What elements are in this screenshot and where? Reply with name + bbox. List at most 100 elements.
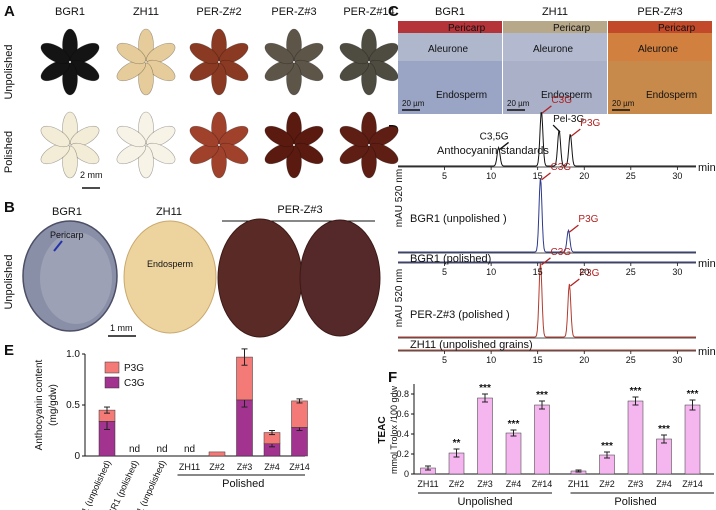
grain [116, 42, 146, 65]
tick-label: 25 [626, 267, 636, 277]
tick-label: 30 [672, 355, 682, 365]
aleurone-band [503, 33, 607, 61]
tick-label: 5 [442, 355, 447, 365]
section-inner [40, 232, 112, 324]
grain [294, 125, 324, 148]
f-significance: *** [687, 389, 699, 400]
e-ylabel: Anthocyanin content [34, 359, 45, 450]
f-category: Z#3 [628, 479, 644, 489]
f-group-label: Unpolished [457, 496, 512, 508]
e-category: ZH11 [179, 462, 200, 472]
e-category: Z#2 [209, 462, 225, 472]
layer-pericarp: Pericarp [658, 23, 696, 34]
grain [264, 142, 294, 165]
f-category: Z#3 [477, 479, 493, 489]
b-label: BGR1 [52, 206, 82, 218]
f-category: Z#14 [682, 479, 703, 489]
row-label-polished: Polished [3, 131, 15, 173]
c-label: ZH11 [542, 6, 568, 18]
tick-label: 30 [672, 267, 682, 277]
trace-label: ZH11 (unpolished grains) [410, 339, 533, 351]
scale-label: 2 mm [80, 170, 103, 180]
e-bar-C3G [236, 399, 253, 457]
tick-label: 15 [533, 355, 543, 365]
f-ytick-label: 0.8 [396, 389, 409, 399]
f-category: Z#2 [449, 479, 465, 489]
f-group-label: Polished [614, 496, 656, 508]
grain [189, 125, 219, 148]
f-significance: *** [630, 386, 642, 397]
peak-label: C3G [551, 95, 572, 106]
e-category: Z#3 [237, 462, 253, 472]
e-bar-P3G [208, 451, 226, 457]
f-category: Z#4 [506, 479, 522, 489]
rosette-unpolished [189, 28, 249, 96]
scale-label: 1 mm [110, 323, 133, 333]
e-category: Z#14 [289, 462, 310, 472]
grain [116, 125, 146, 148]
f-bar [534, 404, 550, 475]
e-legend-swatch [104, 361, 120, 374]
grain [219, 42, 249, 65]
tick-label: 30 [672, 171, 682, 181]
rosette-polished [189, 111, 249, 179]
rosette-polished [264, 111, 324, 179]
tick-label: 20 [579, 267, 589, 277]
tick-label: 25 [626, 355, 636, 365]
grain [189, 142, 219, 165]
trace-line [398, 112, 696, 167]
scale-label: 20 µm [507, 99, 530, 108]
f-ylabel2: mmol Trolox /100 gdw [389, 385, 399, 474]
aleurone-band [608, 33, 712, 61]
grain [264, 59, 294, 82]
rosette-polished [339, 111, 399, 179]
grain [70, 59, 100, 82]
row-label-unpolished: Unpolished [3, 44, 15, 99]
f-category: Z#2 [599, 479, 615, 489]
grain [264, 42, 294, 65]
grain [339, 59, 369, 82]
grain [189, 59, 219, 82]
f-ytick-label: 0.2 [396, 449, 409, 459]
peak-arrow [541, 172, 551, 181]
peak-label: C3,5G [480, 131, 509, 142]
f-ytick-label: 0.4 [396, 429, 409, 439]
peak-label: P3G [579, 268, 599, 279]
f-significance: *** [536, 390, 548, 401]
f-ylabel: TEAC [377, 416, 388, 443]
f-significance: *** [479, 383, 491, 394]
peak-arrow [541, 257, 551, 266]
section-perz3b [299, 219, 381, 337]
b-label: ZH11 [156, 206, 182, 218]
trace-label: PER-Z#3 (polished ) [410, 309, 510, 321]
grain [70, 125, 100, 148]
f-significance: *** [601, 441, 613, 452]
grain [70, 142, 100, 165]
panel-letter-E: E [4, 342, 14, 359]
grain [264, 125, 294, 148]
grain [189, 42, 219, 65]
grain [116, 142, 146, 165]
rosette-polished [116, 111, 176, 179]
grain [146, 142, 176, 165]
f-significance: ** [453, 438, 461, 449]
pericarp-band [398, 21, 502, 33]
e-category: BGR1 (unpolished) [71, 459, 112, 510]
nd-label: nd [129, 444, 140, 455]
e-bar-C3G [291, 427, 308, 457]
f-bar [627, 400, 644, 475]
f-significance: *** [658, 424, 670, 435]
scale-label: 20 µm [402, 99, 425, 108]
e-ytick-label: 0 [74, 451, 80, 462]
grain [294, 42, 324, 65]
row-label: Unpolished [3, 254, 15, 309]
layer-pericarp: Pericarp [448, 23, 486, 34]
layer-aleurone: Aleurone [638, 44, 678, 55]
grain [219, 59, 249, 82]
tick-label: 10 [486, 267, 496, 277]
layer-aleurone: Aleurone [428, 44, 468, 55]
tick-label: 10 [486, 171, 496, 181]
rosette-polished [40, 111, 100, 179]
e-legend-swatch [104, 376, 120, 389]
